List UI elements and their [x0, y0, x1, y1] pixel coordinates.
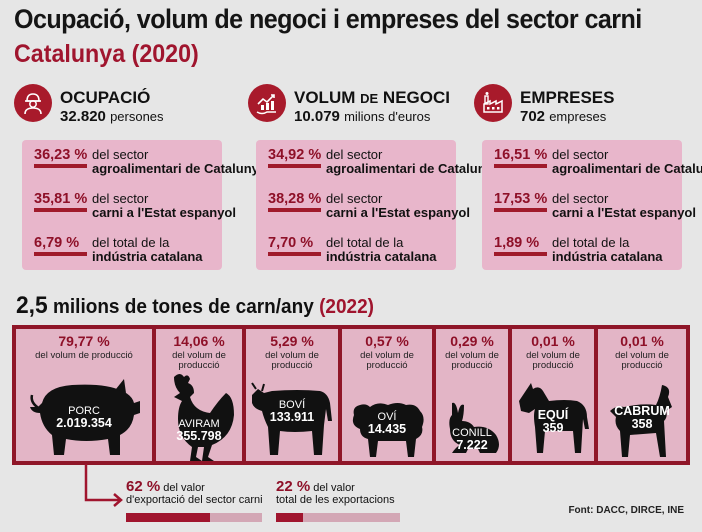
animal-cell-cabrum: 0,01 % del volum de producció CABRUM 358	[598, 329, 686, 461]
animal-cell-porc: 79,77 % del volum de producció PORC 2.019…	[16, 329, 152, 461]
source-note: Font: DACC, DIRCE, INE	[568, 505, 684, 516]
tonnage-title: 2,5 milions de tones de carn/any (2022)	[16, 292, 375, 319]
rabbit-icon	[449, 402, 499, 453]
animal-amount: 7.222	[456, 438, 488, 452]
stats-box: 34,92 % del sector agroalimentari de Cata…	[256, 140, 500, 270]
export-bar-fill	[276, 513, 304, 522]
animal-name: CABRUM	[614, 404, 670, 418]
stats-box: 36,23 % del sector agroalimentari de Cata…	[22, 140, 266, 270]
section-title: EMPRESES	[520, 88, 615, 107]
animal-amount: 2.019.354	[56, 416, 112, 430]
animal-name: CONILL	[452, 427, 492, 439]
chicken-icon	[174, 374, 234, 461]
pig-icon	[30, 379, 140, 455]
animal-amount: 358	[631, 417, 653, 431]
business-volume-icon	[248, 84, 286, 122]
animal-amount: 14.435	[367, 422, 407, 436]
animal-name: EQUÍ	[537, 408, 569, 422]
factory-icon	[474, 84, 512, 122]
animal-name: PORC	[68, 405, 100, 417]
animal-cell-aviram: 14,06 % del volum de producció AVIRAM 355…	[156, 329, 242, 461]
section-volum-negoci: VOLUM DE NEGOCI 10.079 milions d'euros 3…	[248, 84, 500, 274]
export-item-sector: 62 % del valor d'exportació del sector ca…	[126, 479, 263, 522]
section-empreses: EMPRESES 702 empreses 16,51 % del sector…	[474, 84, 702, 274]
animal-cell-equi: 0,01 % del volum de producció EQUÍ 359	[512, 329, 594, 461]
animal-amount: 355.798	[176, 429, 222, 443]
section-ocupacio: OCUPACIÓ 32.820 persones 36,23 % del sec…	[14, 84, 266, 274]
section-title: OCUPACIÓ	[60, 88, 151, 107]
worker-icon	[14, 84, 52, 122]
section-value: 702 empreses	[520, 108, 607, 125]
section-value: 32.820 persones	[60, 108, 164, 125]
page-subtitle: Catalunya (2020)	[14, 40, 199, 68]
section-value: 10.079 milions d'euros	[294, 108, 431, 125]
animal-cell-bovi: 5,29 % del volum de producció BOVÍ 133.91…	[246, 329, 338, 461]
goat-icon	[610, 385, 672, 457]
production-panel: 79,77 % del volum de producció PORC 2.019…	[12, 325, 690, 465]
stats-box: 16,51 % del sector agroalimentari de Cata…	[482, 140, 702, 270]
animal-cell-conill: 0,29 % del volum de producció CONILL 7.22…	[436, 329, 508, 461]
export-bar-fill	[126, 513, 211, 522]
animal-name: AVIRAM	[178, 418, 220, 430]
cow-icon	[251, 382, 332, 455]
animal-amount: 133.911	[269, 410, 315, 424]
animal-cell-ovi: 0,57 % del volum de producció OVÍ 14.435	[342, 329, 432, 461]
page-title: Ocupació, volum de negoci i empreses del…	[14, 4, 642, 34]
animal-name: BOVÍ	[278, 399, 306, 411]
horse-icon	[519, 383, 589, 453]
section-title: VOLUM DE NEGOCI	[294, 88, 450, 107]
arrow-icon	[84, 464, 123, 507]
animal-amount: 359	[542, 421, 564, 435]
export-bar-track	[276, 513, 400, 522]
animal-name: OVÍ	[377, 411, 397, 423]
sheep-icon	[352, 403, 424, 457]
export-item-total: 22 % del valor total de les exportacions	[276, 479, 400, 522]
